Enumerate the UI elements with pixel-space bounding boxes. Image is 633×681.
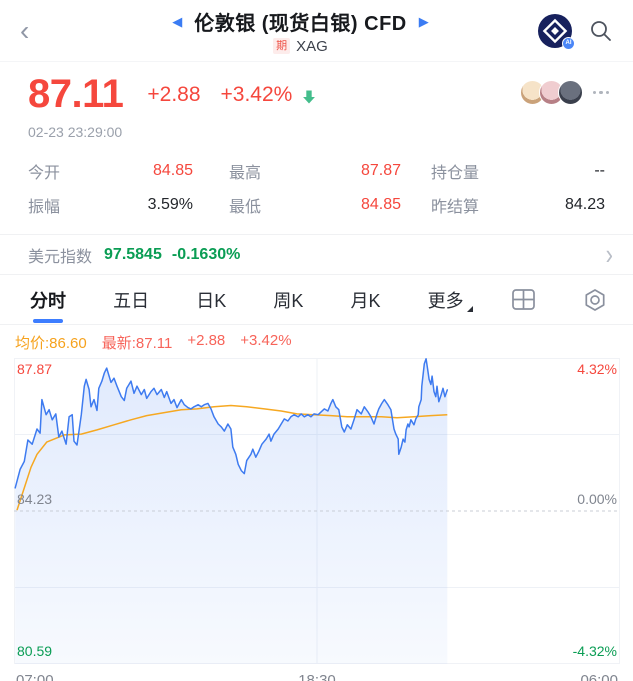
stat-label: 最高 (229, 165, 262, 182)
time-tick: 18:30 (298, 672, 336, 681)
y-axis-low-price: 80.59 (17, 643, 53, 659)
tab-日K[interactable]: 日K (196, 290, 227, 311)
stat-label: 振幅 (28, 199, 61, 216)
y-axis-zero-percent: 0.00% (577, 491, 617, 507)
avg-price-label: 均价:86.60 (15, 335, 87, 352)
stat-value: 84.85 (360, 196, 401, 213)
follower-avatars[interactable] (519, 80, 609, 105)
stat-最低: 最低 84.85 (229, 193, 401, 217)
usd-index-label: 美元指数 (28, 248, 93, 266)
header-center: ◀ 伦敦银 (现货白银) CFD ▶ 期 XAG (64, 7, 537, 55)
ai-badge: AI (562, 36, 575, 50)
intraday-chart[interactable]: 87.87 4.32% 84.23 0.00% 80.59 -4.32% 07:… (14, 358, 620, 681)
tab-五日[interactable]: 五日 (113, 290, 150, 311)
stat-label: 持仓量 (431, 165, 480, 182)
legend-change-percent: +3.42% (240, 332, 292, 349)
legend-change: +2.88 (187, 332, 226, 349)
prev-instrument-arrow-icon[interactable]: ◀ (172, 13, 183, 29)
time-axis: 07:00 18:30 06:00 (14, 664, 620, 681)
last-price: 87.11 (28, 72, 124, 116)
page-title: 伦敦银 (现货白银) CFD (194, 12, 407, 35)
quote-section: 87.11 +2.88 +3.42% 02-23 23:29:00 (0, 62, 633, 146)
header: ‹ ◀ 伦敦银 (现货白银) CFD ▶ 期 XAG AI (0, 0, 633, 62)
latest-price-label: 最新:87.11 (101, 335, 173, 352)
settings-hexagon-icon[interactable] (583, 288, 607, 312)
stat-label: 最低 (229, 199, 262, 216)
tick-down-arrow-icon (303, 90, 316, 103)
y-axis-low-percent: -4.32% (572, 643, 617, 659)
stat-value: -- (594, 162, 605, 179)
search-icon[interactable] (589, 19, 613, 43)
time-tick: 07:00 (16, 672, 54, 681)
y-axis-high-price: 87.87 (17, 361, 53, 377)
stats-row: 今开 84.85 最高 87.87 持仓量 -- (28, 154, 605, 188)
grid-layout-icon[interactable] (511, 288, 536, 311)
y-axis-high-percent: 4.32% (577, 361, 617, 377)
back-button[interactable]: ‹ (20, 14, 64, 46)
avatar (557, 80, 583, 105)
tab-更多[interactable]: 更多 (428, 287, 473, 313)
stat-最高: 最高 87.87 (229, 159, 401, 183)
back-icon: ‹ (20, 14, 30, 46)
time-tick: 06:00 (580, 672, 618, 681)
stat-label: 今开 (28, 165, 61, 182)
tab-月K[interactable]: 月K (350, 290, 381, 311)
stats-grid: 今开 84.85 最高 87.87 持仓量 -- 振幅 3.59% 最低 84.85 昨结算 84.2… (0, 146, 633, 234)
next-instrument-arrow-icon[interactable]: ▶ (418, 13, 429, 29)
futures-badge: 期 (273, 38, 291, 54)
chevron-right-icon: › (605, 237, 613, 271)
chart-canvas[interactable] (14, 358, 620, 664)
price-change: +2.88 (147, 82, 201, 106)
y-axis-settle-price: 84.23 (17, 491, 53, 507)
stat-label: 昨结算 (431, 199, 480, 216)
usd-index-row[interactable]: 美元指数 97.5845 -0.1630% › (0, 234, 633, 275)
stat-持仓量: 持仓量 -- (431, 159, 605, 183)
stat-振幅: 振幅 3.59% (28, 193, 193, 217)
usd-index-change: -0.1630% (171, 245, 241, 263)
tab-分时[interactable]: 分时 (30, 287, 66, 313)
quote-timestamp: 02-23 23:29:00 (28, 124, 123, 140)
dropdown-corner-icon (466, 305, 473, 312)
stat-value: 84.23 (564, 196, 605, 213)
stat-value: 87.87 (360, 162, 401, 179)
period-tabs: 分时 五日 日K 周K 月K 更多 (0, 275, 633, 325)
more-dots-icon[interactable] (592, 90, 609, 95)
stat-value: 3.59% (147, 196, 193, 213)
stats-row: 振幅 3.59% 最低 84.85 昨结算 84.23 (28, 188, 605, 222)
chart-legend: 均价:86.60 最新:87.11 +2.88 +3.42% (0, 325, 633, 355)
stat-value: 84.85 (152, 162, 193, 179)
usd-index-value: 97.5845 (104, 245, 162, 263)
ccb-ai-logo[interactable]: AI (537, 13, 575, 50)
ticker-symbol: XAG (296, 37, 328, 55)
stat-昨结算: 昨结算 84.23 (431, 193, 605, 217)
price-change-percent: +3.42% (220, 82, 293, 106)
stat-今开: 今开 84.85 (28, 159, 193, 183)
tab-周K[interactable]: 周K (273, 290, 304, 311)
